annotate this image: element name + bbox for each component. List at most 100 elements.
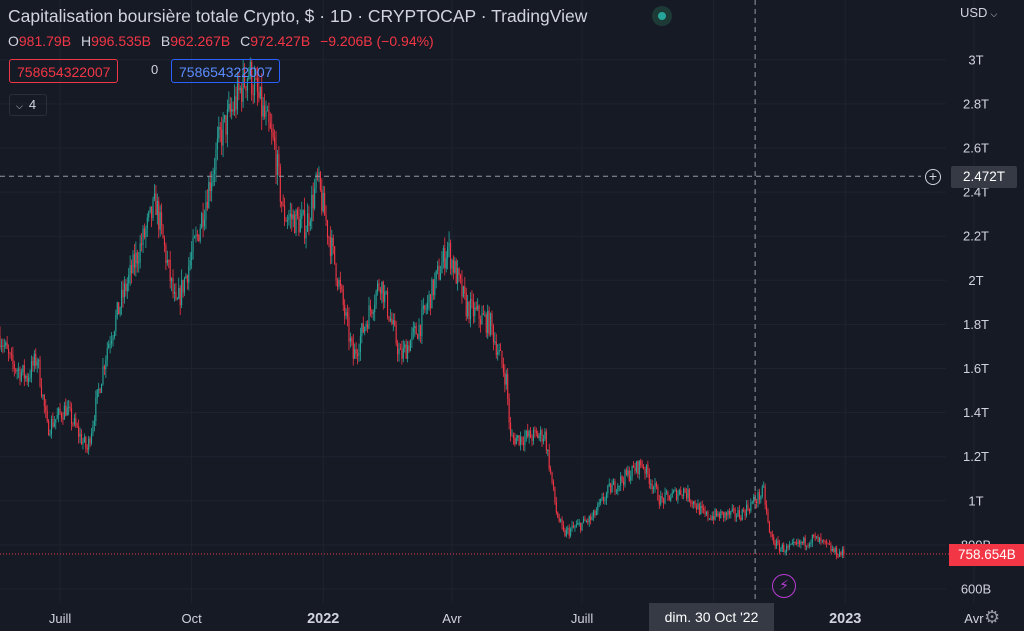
candle-body — [318, 172, 320, 175]
candle-body — [113, 331, 115, 337]
candle-body — [491, 313, 493, 327]
candle-body — [241, 87, 243, 102]
candle-body — [279, 166, 281, 202]
candle-body — [663, 498, 665, 504]
candle-body — [479, 319, 482, 325]
candle-body — [500, 349, 502, 352]
candle-body — [791, 542, 793, 544]
candle-body — [43, 395, 45, 407]
candle-body — [382, 281, 384, 302]
y-tick-label: 2.8T — [963, 96, 989, 111]
candle-body — [256, 78, 258, 92]
candle-body — [827, 543, 829, 545]
candle-body — [542, 438, 545, 442]
candle-body — [244, 69, 246, 87]
volume-value-blue[interactable]: 758654322007 — [171, 59, 281, 83]
candle-body — [478, 305, 480, 320]
candle-body — [188, 266, 190, 283]
indicators-toggle-button[interactable]: ⌵ 4 — [9, 94, 47, 116]
candle-body — [349, 337, 351, 342]
candle-body — [580, 523, 582, 531]
candle-body — [412, 327, 414, 333]
candle-body — [255, 78, 257, 80]
candle-body — [268, 110, 270, 123]
candle-body — [10, 353, 12, 356]
candle-body — [371, 310, 373, 314]
candle-body — [670, 497, 672, 501]
candle-body — [211, 182, 213, 192]
candle-body — [515, 437, 517, 445]
candle-body — [385, 291, 387, 293]
gear-icon[interactable]: ⚙︎ — [984, 607, 1001, 627]
candle-body — [502, 364, 504, 373]
candle-body — [454, 260, 456, 273]
candle-body — [146, 217, 148, 229]
candle-body — [432, 279, 434, 296]
candle-body — [119, 307, 121, 315]
candle-body — [744, 510, 746, 516]
candle-body — [664, 492, 666, 504]
candle-body — [597, 503, 599, 511]
candle-body — [574, 526, 576, 528]
candle-body — [415, 326, 417, 335]
candle-body — [151, 206, 153, 219]
candle-body — [741, 509, 743, 521]
time-axis[interactable]: JuillOct2022AvrJuillOct2023Avr — [49, 611, 984, 627]
candle-body — [99, 388, 101, 393]
candle-body — [236, 80, 238, 110]
candle-body — [658, 500, 660, 505]
candle-body — [713, 516, 715, 520]
y-tick-label: 2T — [968, 273, 983, 288]
candle-body — [489, 313, 492, 335]
candle-body — [106, 348, 108, 360]
candle-body — [155, 193, 157, 216]
candle-body — [604, 500, 606, 502]
candle-body — [634, 467, 636, 472]
candle-body — [621, 476, 623, 481]
price-axis[interactable]: 600B800B1T1.2T1.4T1.6T1.8T2T2.2T2.4T2.6T… — [961, 52, 991, 596]
plus-circle-icon[interactable]: + — [925, 169, 941, 185]
candle-body — [620, 476, 622, 486]
candle-body — [206, 202, 208, 209]
candle-body — [691, 502, 693, 505]
candle-body — [492, 326, 494, 343]
candle-body — [219, 126, 221, 130]
candle-body — [18, 368, 20, 371]
candle-body — [607, 485, 609, 494]
volume-value-red[interactable]: 758654322007 — [9, 59, 119, 83]
candle-body — [2, 345, 4, 347]
candle-body — [158, 201, 160, 230]
candle-body — [136, 252, 138, 264]
candle-body — [417, 334, 419, 339]
candle-body — [701, 505, 703, 508]
candle-body — [717, 513, 719, 516]
candle-body — [394, 320, 396, 326]
candle-body — [808, 544, 811, 547]
candle-body — [401, 349, 403, 359]
candle-body — [797, 540, 799, 544]
candle-body — [748, 509, 750, 512]
candle-body — [823, 540, 825, 542]
candle-body — [442, 248, 444, 262]
currency-selector[interactable]: USD ⌵ — [960, 5, 997, 20]
candle-body — [108, 344, 110, 349]
candle-body — [512, 435, 514, 439]
candle-body — [109, 343, 111, 345]
candle-body — [510, 422, 512, 436]
candle-body — [501, 351, 503, 365]
candle-body — [372, 312, 374, 314]
ohlc-low-key: B — [160, 33, 171, 49]
lightning-icon[interactable]: ⚡︎ — [772, 574, 796, 598]
candle-body — [618, 485, 620, 487]
candles — [0, 57, 845, 560]
candle-body — [63, 405, 65, 420]
candle-body — [720, 511, 722, 519]
candle-body — [65, 405, 67, 416]
candle-body — [379, 289, 381, 294]
candle-body — [205, 202, 207, 220]
chevron-down-icon: ⌵ — [990, 9, 998, 19]
candle-body — [796, 542, 798, 544]
candle-body — [624, 469, 626, 485]
candle-body — [132, 254, 134, 273]
